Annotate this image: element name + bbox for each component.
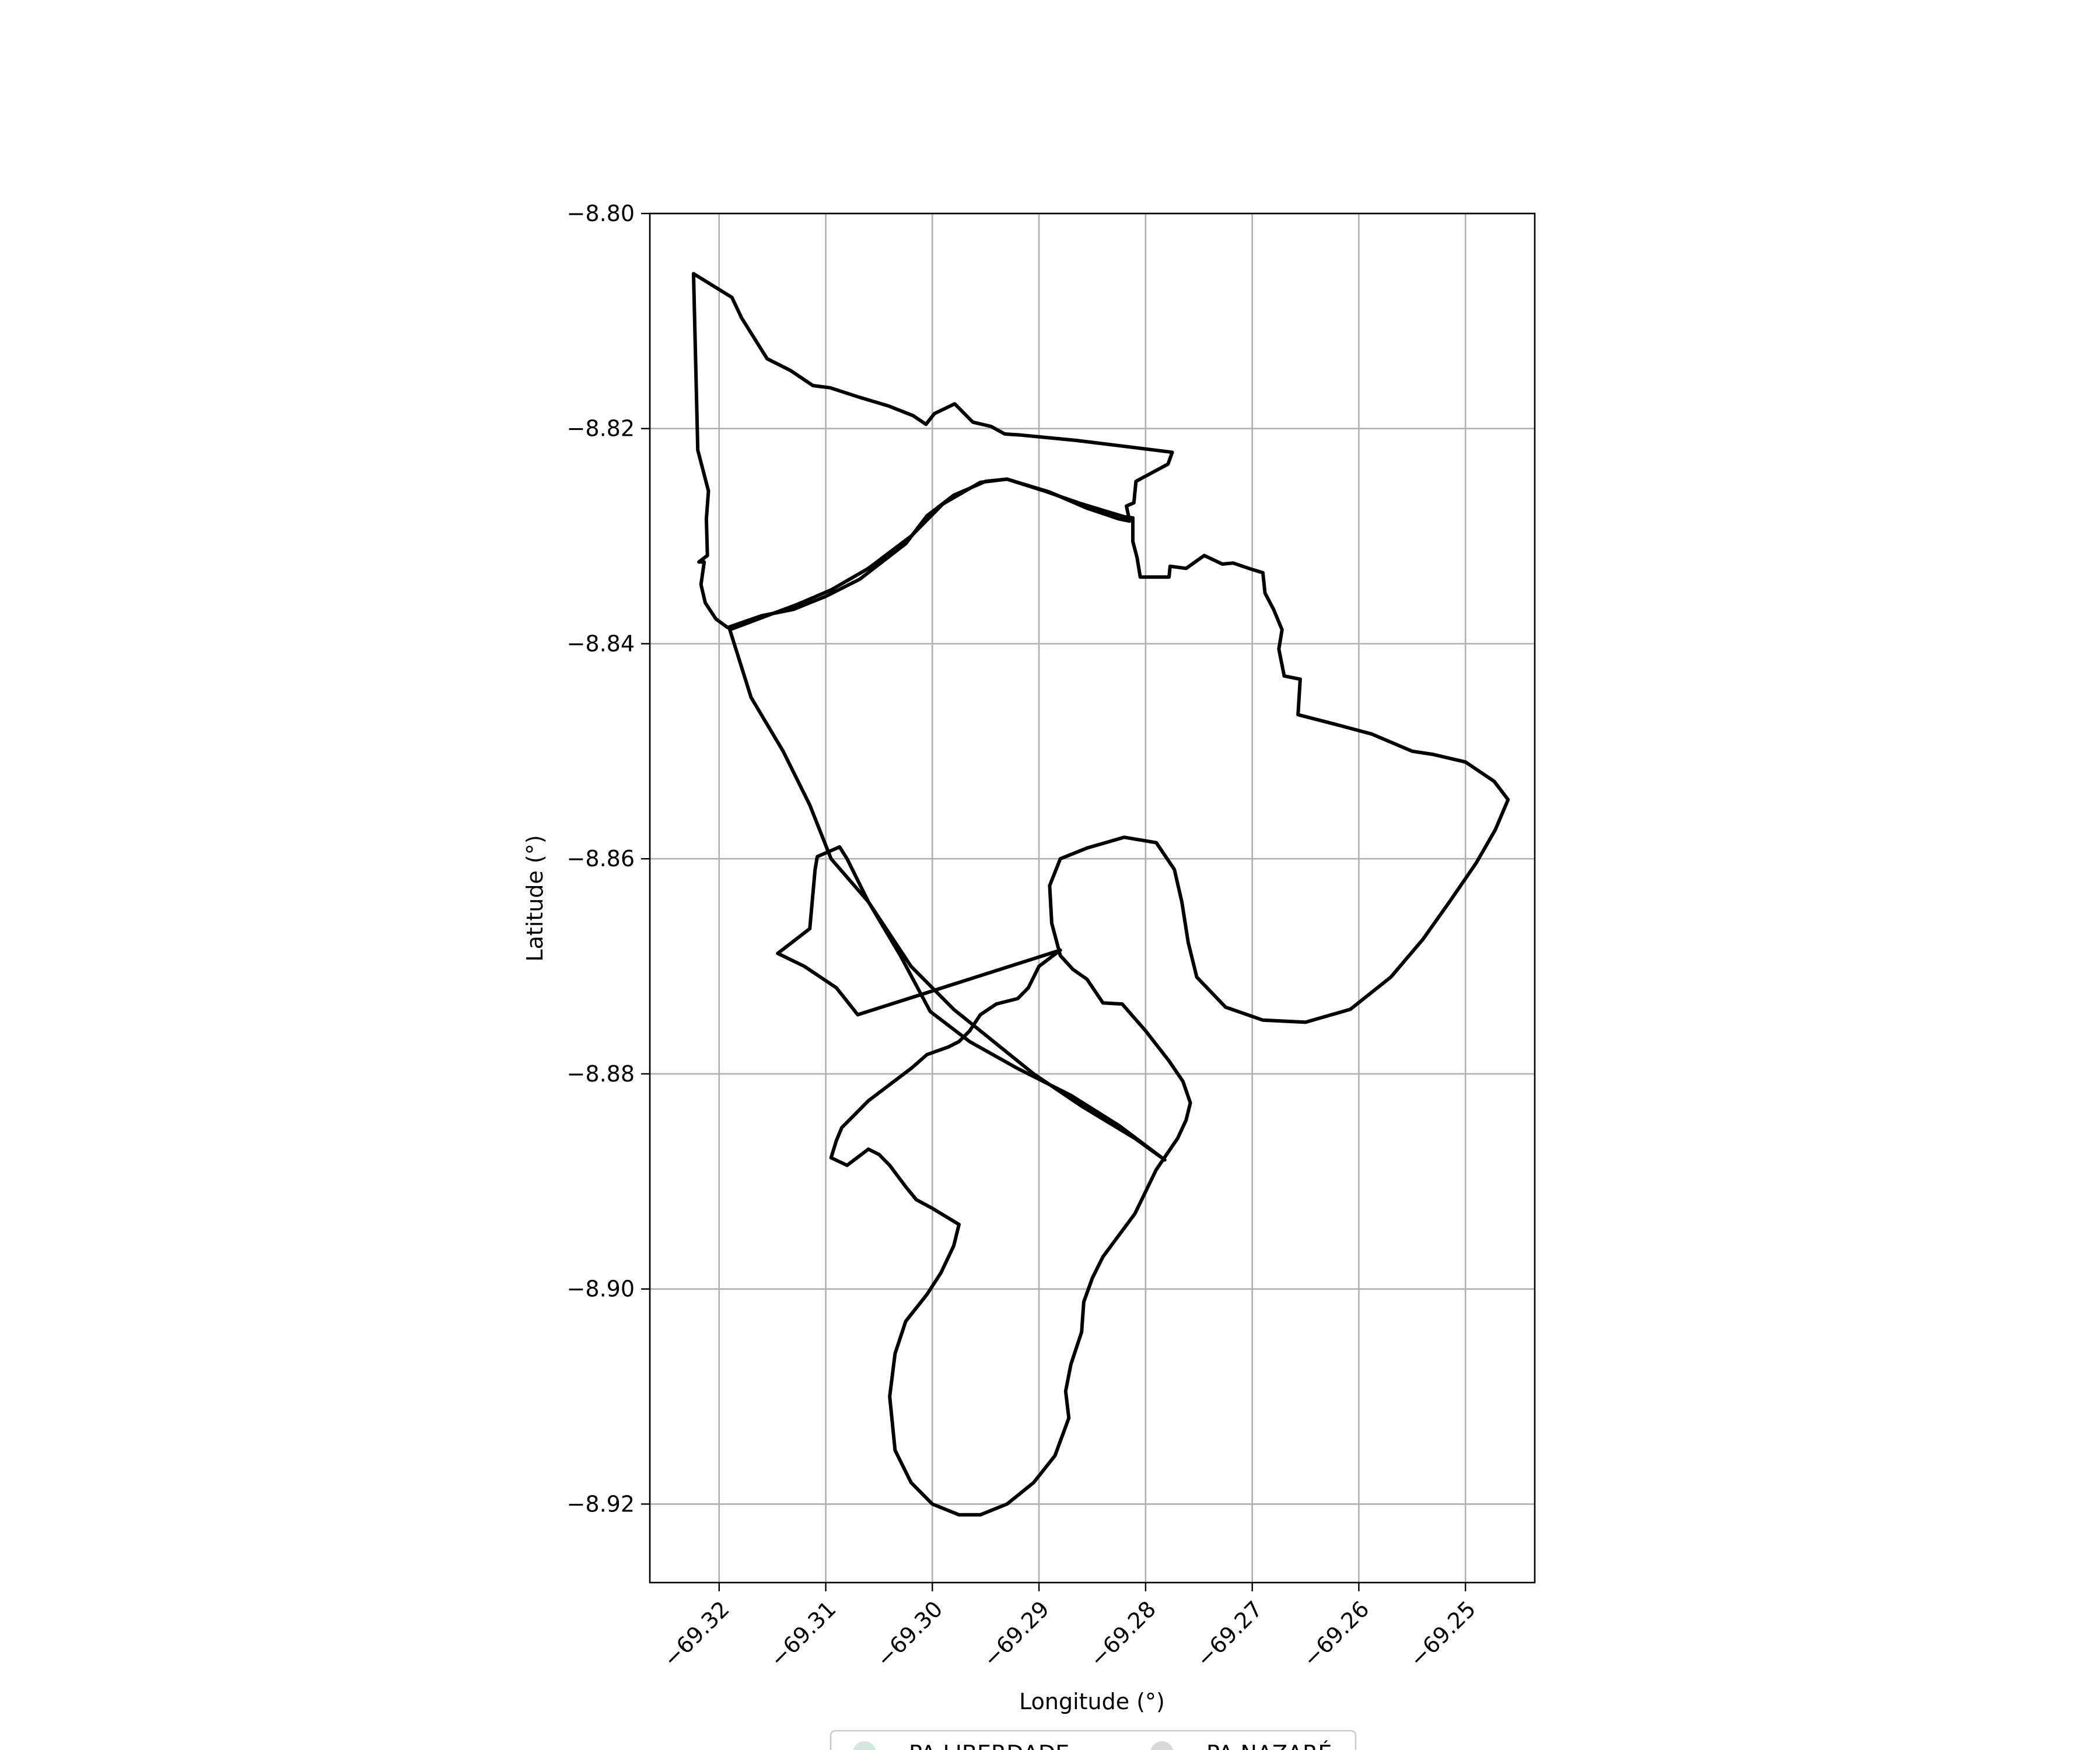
legend-label-pa-liberdade: PA LIBERDADE	[909, 1741, 1069, 1750]
y-tick-label: −8.82	[567, 416, 635, 442]
boundary-pa-liberdade	[691, 272, 1174, 629]
y-axis-ticks: −8.80 −8.82 −8.84 −8.86 −8.88 −8.90 −8.92	[567, 201, 650, 1517]
grid-lines	[650, 212, 1535, 1583]
boundary-polygons	[691, 272, 1510, 1517]
y-tick-label: −8.90	[567, 1276, 635, 1302]
boundary-pa-nazar	[728, 477, 1510, 1517]
legend-marker-pa-liberdade	[853, 1741, 876, 1750]
y-tick-label: −8.92	[567, 1491, 635, 1517]
legend: PA LIBERDADE PA NAZARÉ	[830, 1730, 1357, 1750]
axes-frame	[649, 212, 1536, 1584]
y-axis-label: Latitude (°)	[522, 835, 548, 961]
y-tick-label: −8.86	[567, 846, 635, 872]
y-tick-label: −8.80	[567, 201, 635, 226]
legend-box	[830, 1730, 1357, 1750]
y-tick-label: −8.88	[567, 1061, 635, 1087]
legend-marker-pa-nazare	[1150, 1741, 1174, 1750]
y-tick-label: −8.84	[567, 631, 635, 657]
x-axis-label: Longitude (°)	[1019, 1689, 1165, 1714]
legend-label-pa-nazare: PA NAZARÉ	[1206, 1741, 1332, 1750]
